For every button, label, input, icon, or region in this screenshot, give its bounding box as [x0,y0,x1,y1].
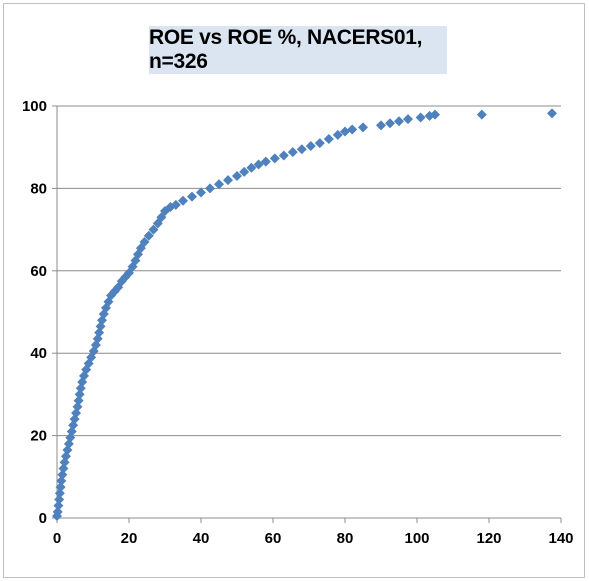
data-point [143,230,154,241]
y-tick-label: 40 [30,345,47,362]
data-point [314,138,325,149]
data-point [54,494,65,505]
data-point [347,124,358,135]
tick-labels: 0 20 40 60 80 100 0 20 40 60 80 100 120 140 [22,98,574,547]
data-point [323,133,334,144]
y-tick-label: 60 [30,263,47,280]
x-tick-label: 0 [53,530,61,547]
data-point [53,500,64,511]
data-point [287,147,298,158]
data-point [547,108,557,119]
data-point [385,118,395,129]
y-tick-label: 0 [39,510,47,527]
data-point [358,122,368,133]
chart-title: ROE vs ROE %, NACERS01, n=326 [149,26,447,74]
data-point [55,482,66,493]
data-point [332,129,343,140]
axes [52,105,562,523]
x-tick-label: 80 [337,530,354,547]
x-tick-label: 40 [193,530,210,547]
gridlines [57,105,561,437]
data-point [178,195,188,206]
data-point [74,389,85,400]
x-tick-label: 140 [548,530,573,547]
y-tick-label: 100 [22,98,47,115]
data-point [239,166,250,177]
data-point [72,401,83,412]
data-point [246,162,257,173]
data-point [148,224,159,235]
data-point [58,463,69,474]
x-tick-label: 120 [476,530,501,547]
data-point [403,114,413,125]
data-point [278,150,289,161]
data-point [253,159,264,170]
data-points [52,108,557,521]
data-point [476,109,487,120]
x-tick-label: 100 [404,530,429,547]
data-point [52,506,63,517]
data-point [57,469,68,480]
data-point [56,475,67,486]
data-point [54,488,65,499]
data-point [205,183,215,194]
x-tick-label: 20 [121,530,138,547]
data-point [376,120,386,131]
y-tick-label: 20 [30,428,47,445]
data-point [296,144,307,155]
data-point [305,140,316,151]
data-point [196,187,206,198]
data-point [139,236,150,247]
data-point [415,112,426,123]
data-point [430,109,440,120]
y-tick-label: 80 [30,180,47,197]
data-point [73,395,84,406]
data-point [214,179,224,190]
data-point [170,199,181,210]
data-point [269,153,280,164]
data-point [187,191,197,202]
x-tick-label: 60 [265,530,282,547]
data-point [223,175,233,186]
data-point [260,156,271,167]
data-point [232,171,242,182]
chart-frame [3,3,585,578]
data-point [394,116,404,127]
data-point [340,126,350,137]
